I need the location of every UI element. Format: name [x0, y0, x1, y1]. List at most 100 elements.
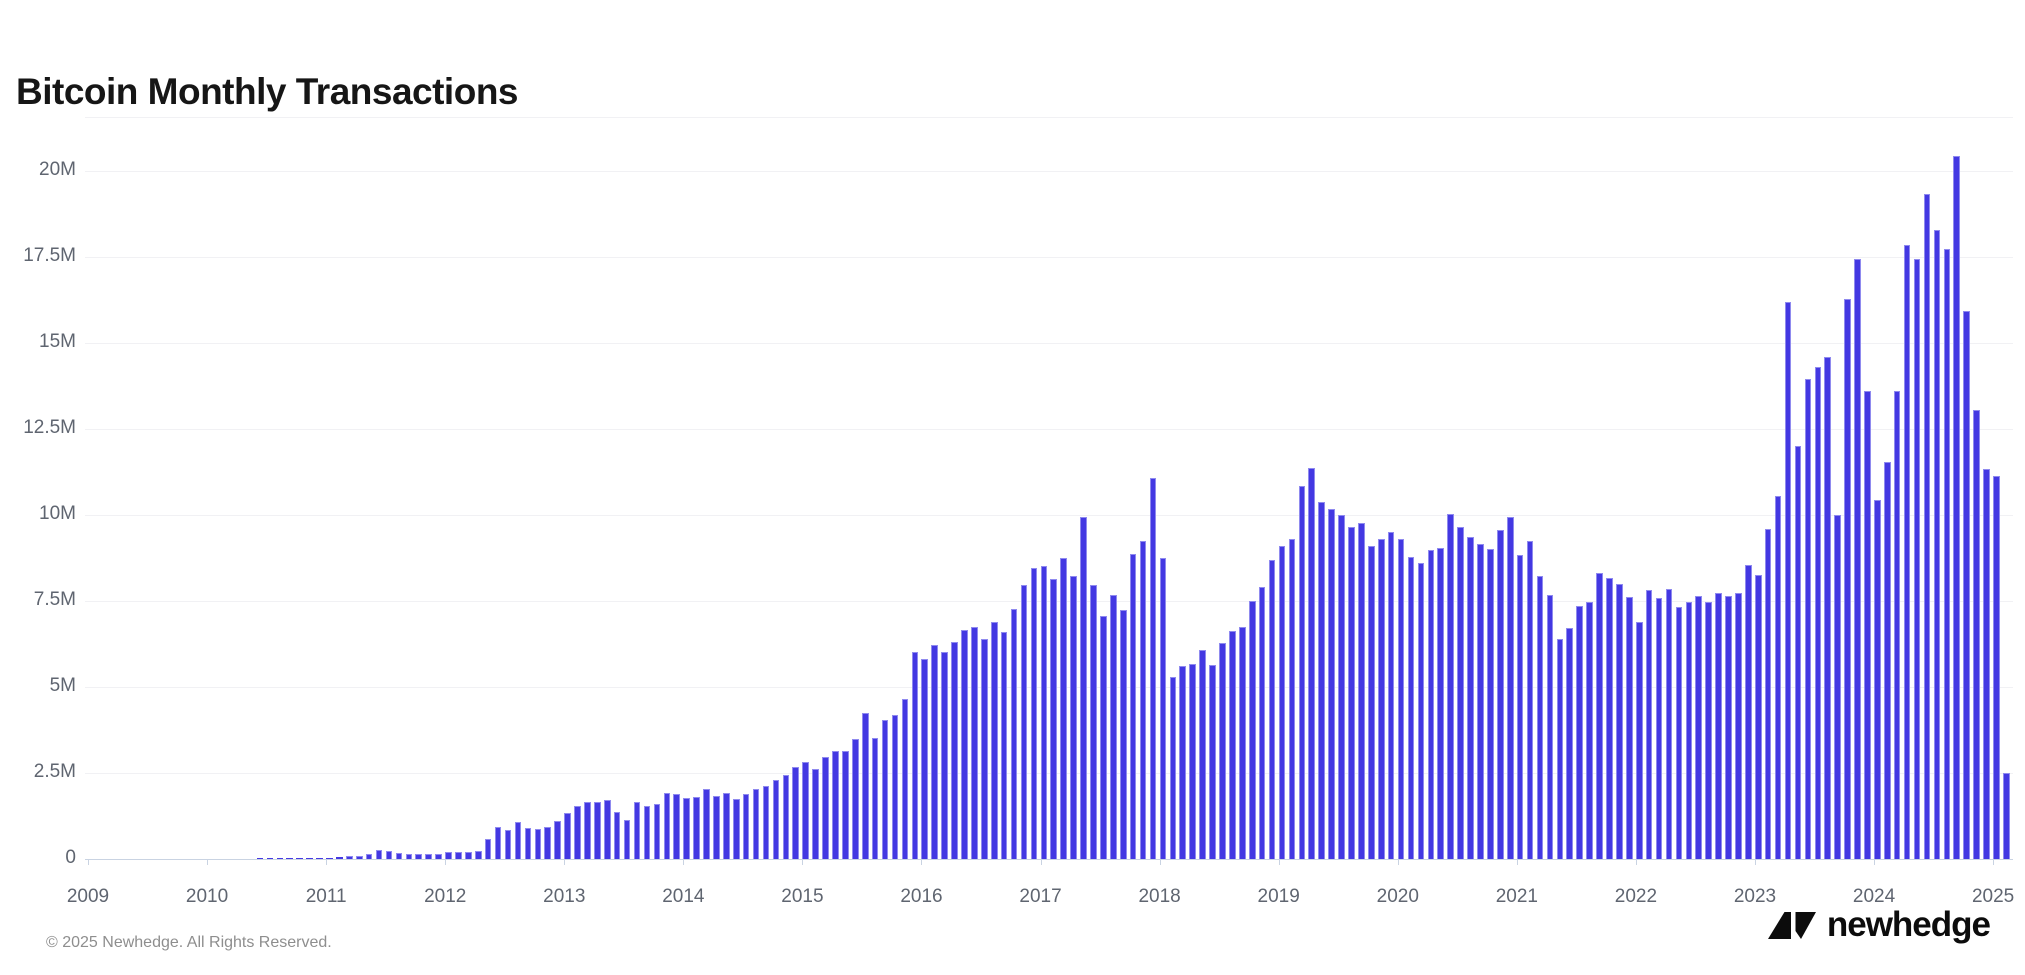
bar-2022-06[interactable]: [1685, 601, 1693, 859]
bar-2012-10[interactable]: [534, 828, 542, 859]
bar-2012-02[interactable]: [455, 852, 462, 859]
bar-2011-09[interactable]: [405, 853, 413, 859]
bar-2021-07[interactable]: [1576, 605, 1583, 859]
bar-2011-02[interactable]: [336, 857, 343, 859]
bar-2019-10[interactable]: [1368, 546, 1375, 859]
bar-2022-04[interactable]: [1665, 589, 1673, 859]
bar-2023-10[interactable]: [1844, 298, 1851, 859]
plot-area[interactable]: [85, 117, 2013, 860]
bar-2023-04[interactable]: [1784, 301, 1792, 859]
bar-2014-07[interactable]: [742, 794, 750, 859]
bar-2023-02[interactable]: [1764, 528, 1772, 859]
bar-2016-08[interactable]: [990, 622, 998, 859]
bar-2018-09[interactable]: [1239, 626, 1246, 859]
bar-2019-09[interactable]: [1358, 523, 1365, 859]
bar-2021-05[interactable]: [1556, 638, 1564, 859]
bar-2020-10[interactable]: [1487, 548, 1494, 859]
bar-2010-09[interactable]: [286, 857, 294, 859]
bar-2013-05[interactable]: [603, 799, 611, 859]
bar-2017-07[interactable]: [1100, 615, 1107, 859]
bar-2022-01[interactable]: [1635, 622, 1643, 859]
bar-2024-05[interactable]: [1913, 258, 1921, 859]
bar-2023-05[interactable]: [1794, 446, 1802, 859]
bar-2020-12[interactable]: [1506, 517, 1514, 859]
bar-2019-02[interactable]: [1288, 538, 1296, 859]
bar-2011-07[interactable]: [385, 851, 393, 859]
bar-2024-11[interactable]: [1973, 410, 1980, 859]
bar-2024-06[interactable]: [1923, 193, 1931, 859]
bar-2022-11[interactable]: [1735, 592, 1742, 859]
bar-2024-12[interactable]: [1983, 468, 1990, 859]
bar-2013-04[interactable]: [594, 801, 601, 859]
bar-2012-01[interactable]: [445, 852, 452, 859]
bar-2019-12[interactable]: [1387, 532, 1395, 859]
bar-2021-10[interactable]: [1606, 577, 1613, 859]
bar-2018-06[interactable]: [1209, 665, 1216, 859]
bar-2016-06[interactable]: [971, 627, 978, 859]
bar-2023-08[interactable]: [1824, 356, 1832, 859]
bar-2014-08[interactable]: [752, 788, 760, 859]
bar-2010-10[interactable]: [296, 857, 303, 859]
bar-2017-08[interactable]: [1110, 595, 1117, 859]
bar-2014-03[interactable]: [703, 788, 710, 859]
bar-2017-11[interactable]: [1139, 541, 1147, 859]
bar-2016-10[interactable]: [1010, 608, 1018, 859]
bar-2015-03[interactable]: [822, 756, 829, 859]
bar-2012-11[interactable]: [544, 827, 552, 859]
bar-2015-05[interactable]: [842, 750, 849, 859]
bar-2012-04[interactable]: [474, 851, 482, 859]
bar-2014-10[interactable]: [772, 779, 780, 859]
bar-2014-02[interactable]: [693, 796, 700, 859]
bar-2014-06[interactable]: [732, 798, 740, 859]
bar-2019-08[interactable]: [1348, 526, 1355, 859]
bar-2016-11[interactable]: [1020, 584, 1028, 859]
bar-2018-11[interactable]: [1258, 586, 1266, 859]
bar-2024-07[interactable]: [1933, 229, 1941, 859]
bar-2011-08[interactable]: [395, 853, 403, 859]
bar-2017-05[interactable]: [1080, 517, 1087, 859]
bar-2019-05[interactable]: [1318, 502, 1325, 859]
bar-2018-12[interactable]: [1268, 559, 1276, 859]
bar-2015-09[interactable]: [881, 719, 889, 859]
bar-2023-09[interactable]: [1834, 515, 1841, 859]
bar-2022-12[interactable]: [1745, 565, 1752, 859]
bar-2020-03[interactable]: [1417, 563, 1425, 859]
bar-2022-02[interactable]: [1645, 590, 1653, 859]
bar-2011-04[interactable]: [355, 855, 363, 859]
bar-2013-12[interactable]: [673, 794, 681, 859]
bar-2016-05[interactable]: [961, 630, 968, 859]
bar-2011-05[interactable]: [365, 854, 373, 859]
bar-2023-12[interactable]: [1864, 391, 1871, 859]
bar-2022-10[interactable]: [1725, 596, 1732, 859]
bar-2022-05[interactable]: [1675, 606, 1683, 859]
bar-2020-01[interactable]: [1397, 538, 1405, 859]
bar-2010-07[interactable]: [266, 857, 274, 859]
bar-2017-02[interactable]: [1050, 578, 1058, 859]
bar-2019-11[interactable]: [1377, 538, 1385, 859]
bar-2014-04[interactable]: [713, 795, 720, 859]
bar-2014-09[interactable]: [762, 785, 770, 859]
bar-2020-07[interactable]: [1457, 526, 1464, 859]
bar-2011-01[interactable]: [326, 857, 333, 859]
bar-2011-10[interactable]: [415, 853, 423, 859]
bar-2019-06[interactable]: [1328, 508, 1335, 859]
bar-2016-12[interactable]: [1030, 568, 1038, 859]
bar-2012-12[interactable]: [554, 821, 561, 859]
bar-2013-01[interactable]: [564, 812, 571, 859]
bar-2016-01[interactable]: [921, 658, 929, 859]
bar-2015-08[interactable]: [871, 738, 879, 859]
bar-2023-11[interactable]: [1854, 258, 1861, 859]
bar-2010-08[interactable]: [276, 857, 284, 859]
bar-2020-11[interactable]: [1496, 529, 1504, 859]
bar-2013-10[interactable]: [653, 804, 661, 859]
bar-2016-07[interactable]: [981, 639, 988, 859]
bar-2014-05[interactable]: [723, 792, 730, 859]
bar-2021-08[interactable]: [1586, 601, 1593, 859]
bar-2024-09[interactable]: [1953, 155, 1961, 859]
bar-2015-12[interactable]: [911, 651, 919, 859]
bar-2020-08[interactable]: [1467, 536, 1474, 859]
bar-2018-10[interactable]: [1248, 601, 1256, 859]
bar-2021-02[interactable]: [1526, 541, 1534, 859]
bar-2019-03[interactable]: [1298, 485, 1306, 859]
bar-2014-12[interactable]: [792, 766, 800, 859]
